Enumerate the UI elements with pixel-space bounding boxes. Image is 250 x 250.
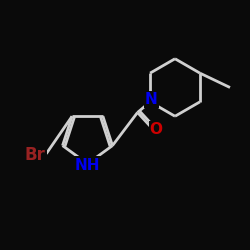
Text: N: N [145, 92, 158, 107]
Text: Br: Br [24, 146, 46, 164]
Text: NH: NH [75, 158, 100, 172]
Text: O: O [150, 122, 163, 138]
